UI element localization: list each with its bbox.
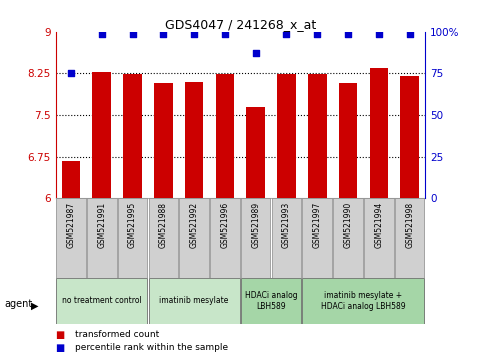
- Bar: [241, 278, 301, 324]
- Title: GDS4047 / 241268_x_at: GDS4047 / 241268_x_at: [165, 18, 316, 31]
- Point: [221, 31, 229, 36]
- Bar: [215, 74, 234, 198]
- Text: GSM521995: GSM521995: [128, 202, 137, 249]
- Point: [98, 31, 106, 36]
- Text: GSM521987: GSM521987: [67, 202, 75, 249]
- Text: GSM521993: GSM521993: [282, 202, 291, 249]
- Bar: [149, 278, 240, 324]
- Bar: [154, 83, 172, 198]
- Text: GSM521992: GSM521992: [190, 202, 199, 249]
- Bar: [369, 68, 388, 198]
- Text: ▶: ▶: [31, 301, 39, 311]
- Bar: [56, 278, 147, 324]
- Bar: [62, 161, 80, 198]
- Text: no treatment control: no treatment control: [62, 296, 142, 306]
- Point: [67, 71, 75, 76]
- Bar: [118, 198, 147, 278]
- Bar: [333, 198, 363, 278]
- Point: [406, 31, 413, 36]
- Text: GSM521989: GSM521989: [251, 202, 260, 249]
- Text: transformed count: transformed count: [75, 330, 159, 339]
- Bar: [308, 74, 327, 198]
- Bar: [56, 198, 85, 278]
- Bar: [246, 107, 265, 198]
- Text: GSM521996: GSM521996: [220, 202, 229, 249]
- Bar: [185, 82, 203, 198]
- Text: GSM521994: GSM521994: [374, 202, 384, 249]
- Bar: [395, 198, 425, 278]
- Bar: [339, 83, 357, 198]
- Point: [283, 31, 290, 36]
- Text: percentile rank within the sample: percentile rank within the sample: [75, 343, 228, 352]
- Bar: [241, 198, 270, 278]
- Text: GSM521988: GSM521988: [159, 202, 168, 248]
- Text: agent: agent: [5, 299, 33, 309]
- Point: [159, 31, 167, 36]
- Bar: [302, 198, 332, 278]
- Point: [375, 31, 383, 36]
- Point: [313, 31, 321, 36]
- Bar: [302, 278, 425, 324]
- Text: ■: ■: [56, 330, 65, 339]
- Text: imatinib mesylate: imatinib mesylate: [159, 296, 229, 306]
- Point: [190, 31, 198, 36]
- Text: imatinib mesylate +
HDACi analog LBH589: imatinib mesylate + HDACi analog LBH589: [321, 291, 406, 310]
- Text: GSM521991: GSM521991: [97, 202, 106, 249]
- Text: HDACi analog
LBH589: HDACi analog LBH589: [245, 291, 298, 310]
- Text: ■: ■: [56, 343, 65, 353]
- Bar: [123, 74, 142, 198]
- Text: GSM521998: GSM521998: [405, 202, 414, 249]
- Bar: [364, 198, 394, 278]
- Bar: [179, 198, 209, 278]
- Point: [344, 31, 352, 36]
- Bar: [149, 198, 178, 278]
- Bar: [277, 74, 296, 198]
- Bar: [400, 76, 419, 198]
- Point: [252, 51, 259, 56]
- Text: GSM521990: GSM521990: [343, 202, 353, 249]
- Bar: [92, 72, 111, 198]
- Bar: [87, 198, 116, 278]
- Point: [128, 31, 136, 36]
- Bar: [210, 198, 240, 278]
- Bar: [272, 198, 301, 278]
- Text: GSM521997: GSM521997: [313, 202, 322, 249]
